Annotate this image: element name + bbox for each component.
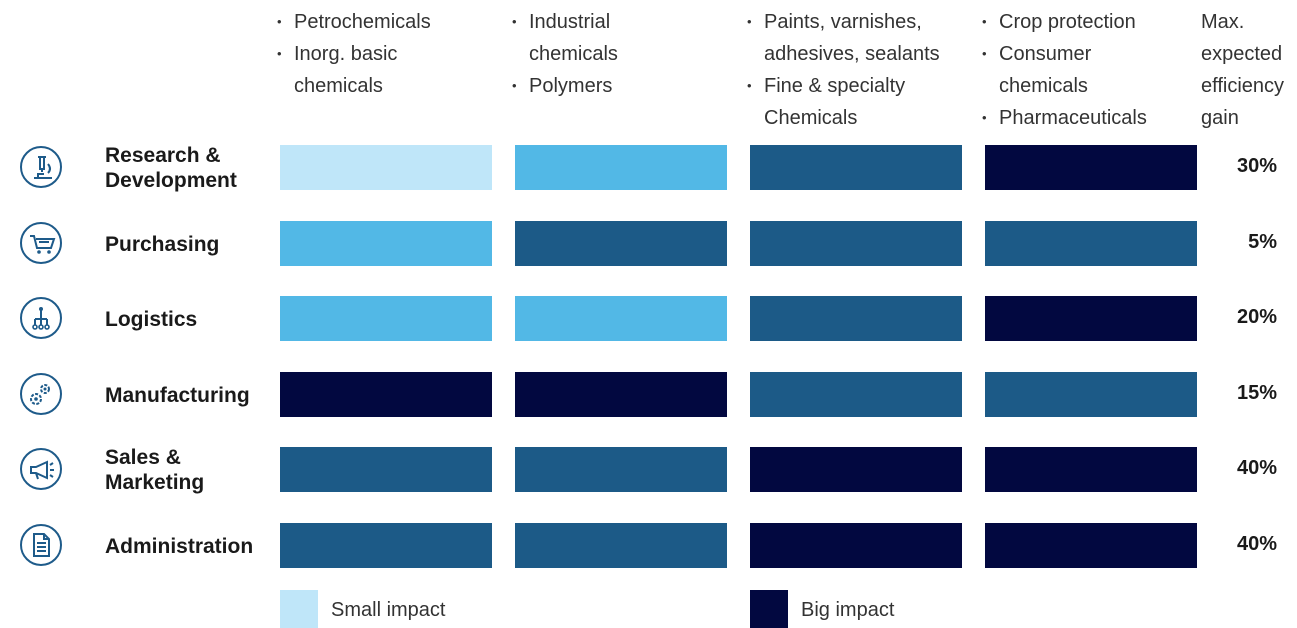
max-gain-value: 15% <box>1236 382 1277 404</box>
impact-cell <box>750 221 962 266</box>
max-gain-header: Max. expected efficiency gain <box>1201 11 1285 129</box>
impact-cell <box>985 447 1197 492</box>
max-gain-value: 30% <box>1236 155 1277 177</box>
max-gain-value: 40% <box>1236 533 1277 555</box>
impact-cell <box>280 145 492 190</box>
megaphone-icon <box>20 448 62 490</box>
impact-cell <box>515 447 727 492</box>
row-label: Administration <box>105 534 254 558</box>
impact-cell <box>280 447 492 492</box>
impact-cell <box>750 296 962 341</box>
gears-icon <box>20 373 62 415</box>
impact-cell <box>280 372 492 417</box>
impact-cell <box>985 372 1197 417</box>
impact-cell <box>515 145 727 190</box>
impact-cell <box>515 372 727 417</box>
row-label: Sales & Marketing <box>105 446 205 494</box>
impact-cell <box>750 145 962 190</box>
row-label: Logistics <box>105 307 198 331</box>
row-label: Purchasing <box>105 232 220 256</box>
impact-cell <box>280 296 492 341</box>
impact-cell <box>985 221 1197 266</box>
max-gain-value: 5% <box>1248 231 1277 253</box>
legend-label: Small impact <box>331 599 446 621</box>
column-header-item: Crop protection <box>982 6 1147 38</box>
row-label: Research & Development <box>105 144 237 192</box>
microscope-icon <box>20 146 62 188</box>
legend-label: Big impact <box>801 599 895 621</box>
column-header-4: Crop protectionConsumerchemicalsPharmace… <box>982 6 1147 134</box>
impact-cell <box>515 221 727 266</box>
column-header-item: Paints, varnishes,adhesives, sealants <box>747 6 940 70</box>
impact-cell <box>515 296 727 341</box>
impact-cell <box>750 523 962 568</box>
impact-cell <box>750 372 962 417</box>
impact-cell <box>515 523 727 568</box>
column-header-item: Petrochemicals <box>277 6 431 38</box>
impact-cell <box>750 447 962 492</box>
max-gain-value: 20% <box>1236 306 1277 328</box>
column-header-3: Paints, varnishes,adhesives, sealantsFin… <box>747 6 940 134</box>
impact-cell <box>985 296 1197 341</box>
impact-cell <box>280 221 492 266</box>
impact-cell <box>985 145 1197 190</box>
network-icon <box>20 297 62 339</box>
impact-cell <box>280 523 492 568</box>
legend-swatch <box>280 590 318 628</box>
row-label: Manufacturing <box>105 383 250 407</box>
column-header-item: Pharmaceuticals <box>982 102 1147 134</box>
column-header-item: Polymers <box>512 70 618 102</box>
legend-swatch <box>750 590 788 628</box>
column-header-2: IndustrialchemicalsPolymers <box>512 6 618 102</box>
max-gain-value: 40% <box>1236 457 1277 479</box>
impact-cell <box>985 523 1197 568</box>
shopping-cart-icon <box>20 222 62 264</box>
document-icon <box>20 524 62 566</box>
